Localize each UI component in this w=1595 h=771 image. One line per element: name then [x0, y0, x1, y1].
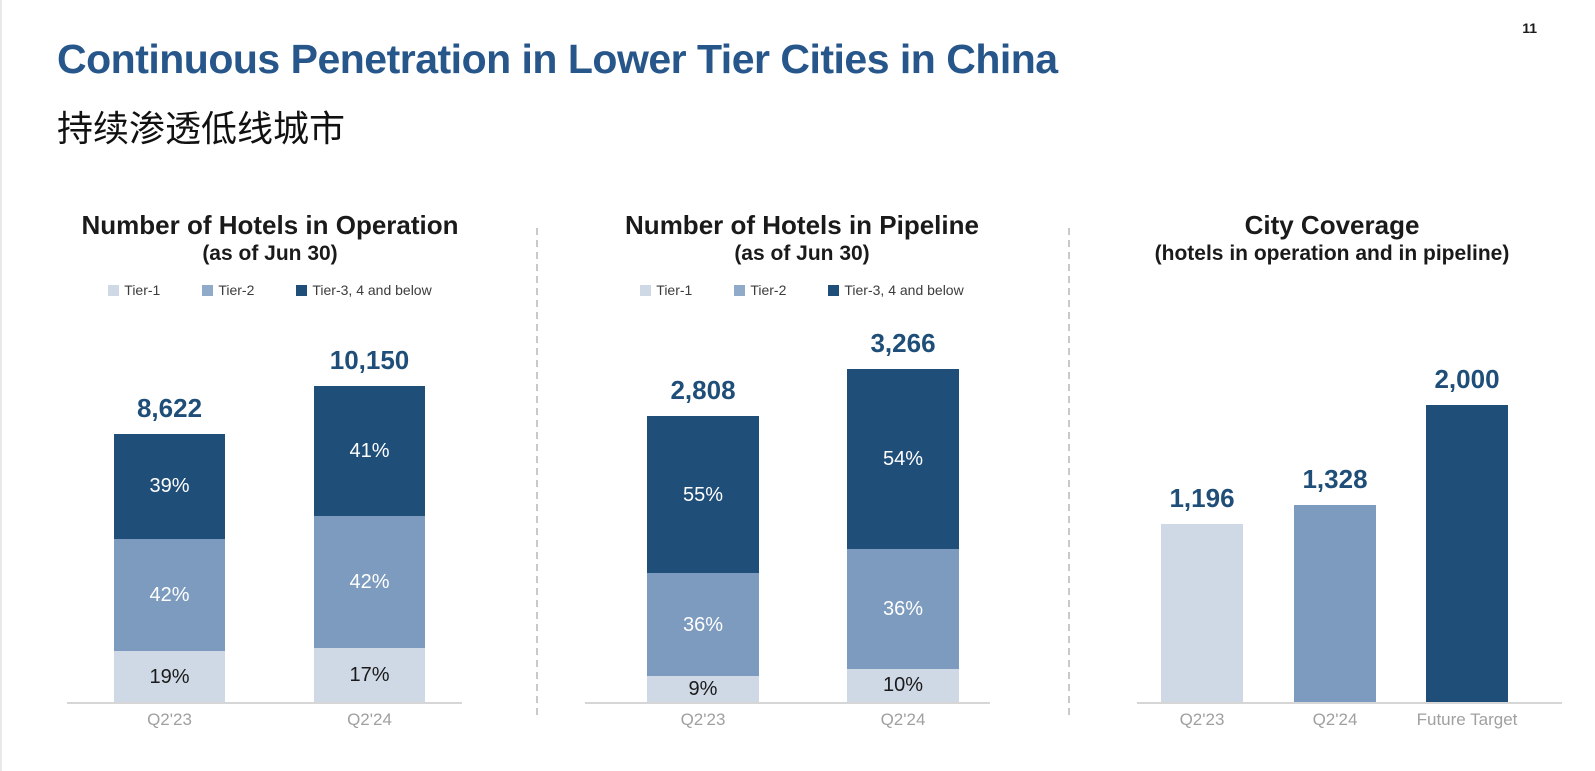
legend-item-tier3: Tier-3, 4 and below: [296, 282, 432, 298]
x-axis-category-label: Q2'24: [347, 710, 392, 729]
chart-subtitle: (hotels in operation and in pipeline): [1154, 242, 1510, 265]
segment-percent-label: 36%: [682, 613, 724, 636]
segment-tier2: 36%: [847, 548, 959, 669]
legend-label: Tier-1: [656, 282, 693, 298]
x-axis-category-label: Future Target: [1416, 710, 1518, 729]
chart-legend: Tier-1 Tier-2 Tier-3, 4 and below: [582, 282, 1022, 298]
chart-panel-hotels-in-operation: Number of Hotels in Operation (as of Jun…: [50, 210, 490, 750]
chart-title: City Coverage: [1244, 210, 1420, 240]
legend-label: Tier-3, 4 and below: [312, 282, 432, 298]
segment-percent-label: 19%: [149, 665, 190, 688]
segment-tier2: 36%: [647, 573, 759, 677]
bar-q2-24: 41% 42% 17%: [314, 386, 425, 702]
segment-percent-label: 55%: [682, 483, 724, 506]
segment-tier3: 54%: [847, 369, 959, 549]
x-axis-category-label: Q2'24: [880, 710, 926, 729]
tier3-swatch-icon: [296, 284, 308, 296]
segment-percent-label: 39%: [149, 475, 190, 498]
x-axis-category-label: Q2'23: [147, 710, 192, 729]
x-axis-line: [67, 702, 462, 704]
chart-plot-area: 39% 42% 19% 8,622 Q2'23 41% 42% 17% 10,150 Q2'24: [50, 310, 490, 729]
bar-q2-24: [1294, 505, 1376, 702]
chart-title: Number of Hotels in Operation: [81, 210, 459, 240]
legend-label: Tier-3, 4 and below: [844, 282, 964, 298]
chart-panel-hotels-in-pipeline: Number of Hotels in Pipeline (as of Jun …: [582, 210, 1022, 750]
page-subtitle-chinese: 持续渗透低线城市: [57, 108, 346, 149]
chart-plot-area: 1,196 Q2'23 1,328 Q2'24 2,000 Future Target: [1097, 310, 1567, 729]
bar-value-label: 8,622: [136, 393, 203, 423]
bar-q2-24: 54% 36% 10%: [847, 369, 959, 702]
bar-value-label: 10,150: [329, 345, 410, 375]
bar-q2-23: 39% 42% 19%: [114, 434, 225, 702]
segment-percent-label: 42%: [349, 570, 390, 593]
legend-item-tier1: Tier-1: [108, 282, 160, 298]
tier3-swatch-icon: [828, 284, 840, 296]
x-axis-category-label: Q2'23: [1179, 710, 1225, 729]
chart-plot-area: 55% 36% 9% 2,808 Q2'23 54% 36% 10% 3,266 Q2'24: [582, 310, 1022, 729]
tier1-swatch-icon: [640, 284, 652, 296]
x-axis-line: [1137, 702, 1562, 704]
tier2-swatch-icon: [734, 284, 746, 296]
bar-value-label: 2,808: [670, 375, 736, 405]
legend-item-tier1: Tier-1: [640, 282, 692, 298]
bar-q2-23: [1161, 524, 1243, 702]
bar-value-label: 2,000: [1434, 364, 1500, 394]
legend-label: Tier-2: [750, 282, 787, 298]
segment-percent-label: 42%: [149, 583, 190, 606]
segment-tier3: 41%: [314, 386, 425, 516]
legend-label: Tier-2: [218, 282, 255, 298]
segment-percent-label: 9%: [688, 678, 718, 701]
chart-legend: Tier-1 Tier-2 Tier-3, 4 and below: [50, 282, 490, 298]
chart-subtitle: (as of Jun 30): [202, 242, 338, 265]
panel-divider: [1068, 228, 1070, 720]
legend-item-tier2: Tier-2: [202, 282, 254, 298]
bar-q2-23: 55% 36% 9%: [647, 416, 759, 702]
segment-percent-label: 41%: [349, 439, 390, 462]
segment-tier3: 39%: [114, 434, 225, 539]
bar-value-label: 1,196: [1169, 483, 1235, 513]
segment-tier2: 42%: [314, 515, 425, 649]
legend-label: Tier-1: [124, 282, 161, 298]
bar-value-label: 3,266: [870, 328, 936, 358]
page-number: 11: [1522, 20, 1537, 36]
tier2-swatch-icon: [202, 284, 214, 296]
segment-percent-label: 17%: [349, 664, 390, 687]
chart-title: Number of Hotels in Pipeline: [625, 210, 979, 240]
x-axis-line: [585, 702, 990, 704]
x-axis-category-label: Q2'23: [680, 710, 726, 729]
segment-tier1: 17%: [314, 648, 425, 702]
segment-tier1: 9%: [647, 676, 759, 702]
page-title: Continuous Penetration in Lower Tier Cit…: [57, 36, 1058, 82]
segment-tier1: 10%: [847, 668, 959, 702]
segment-tier1: 19%: [114, 651, 225, 702]
segment-percent-label: 36%: [882, 597, 924, 620]
segment-percent-label: 54%: [882, 447, 924, 470]
segment-tier2: 42%: [114, 538, 225, 652]
tier1-swatch-icon: [108, 284, 120, 296]
bar-future-target: [1426, 405, 1508, 702]
chart-subtitle: (as of Jun 30): [734, 242, 870, 265]
x-axis-category-label: Q2'24: [1312, 710, 1358, 729]
segment-percent-label: 10%: [882, 674, 924, 697]
bar-value-label: 1,328: [1302, 464, 1368, 494]
chart-panel-city-coverage: City Coverage (hotels in operation and i…: [1097, 210, 1567, 750]
segment-tier3: 55%: [647, 416, 759, 574]
legend-item-tier2: Tier-2: [734, 282, 786, 298]
panel-divider: [536, 228, 538, 720]
legend-item-tier3: Tier-3, 4 and below: [828, 282, 964, 298]
